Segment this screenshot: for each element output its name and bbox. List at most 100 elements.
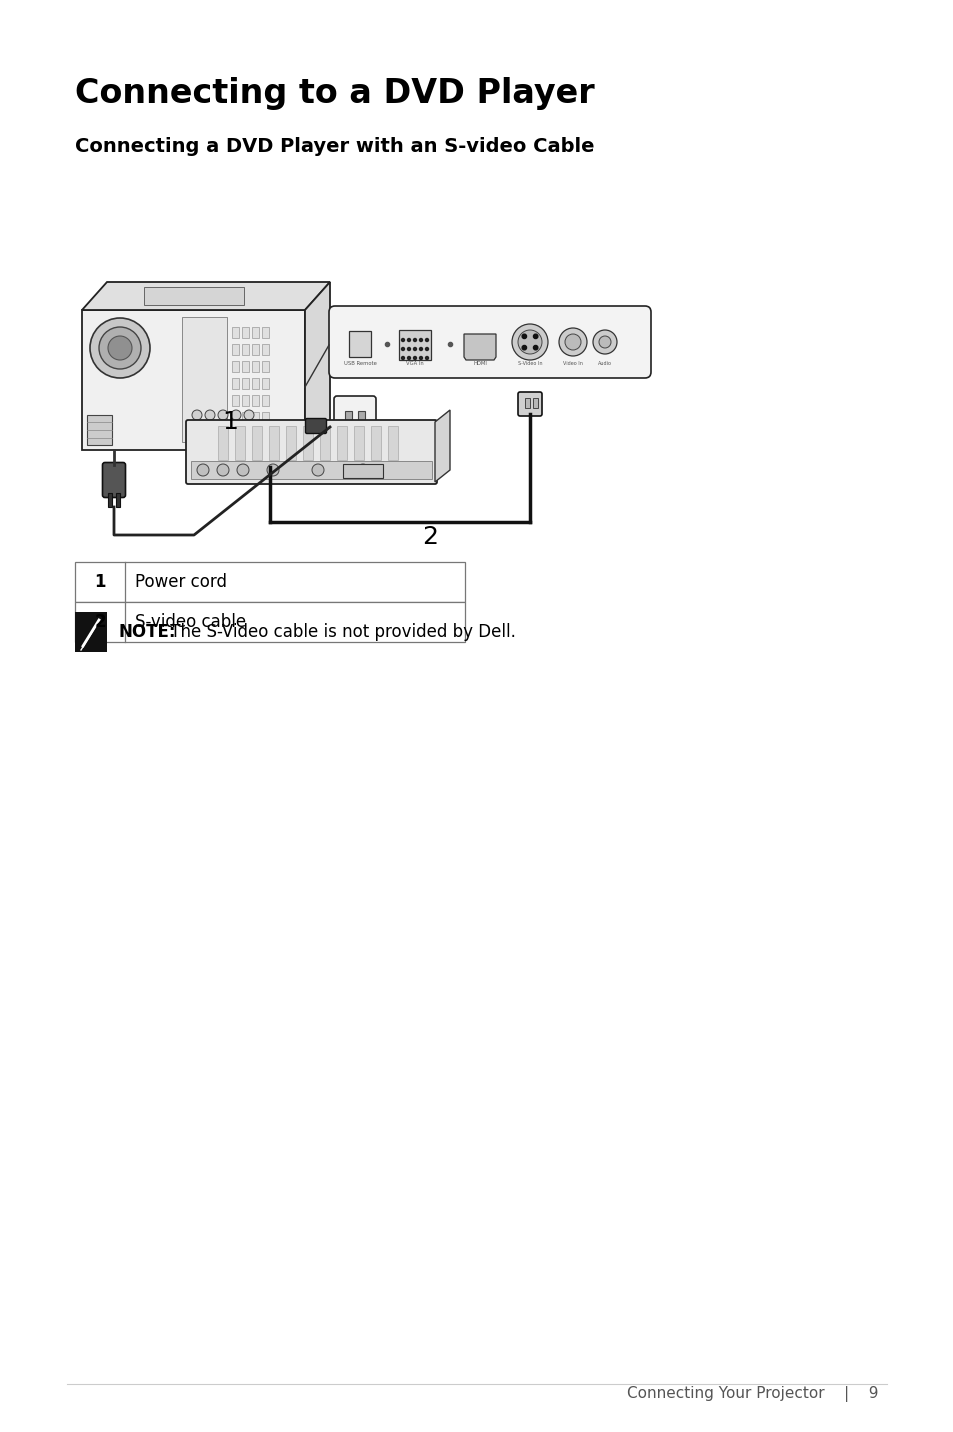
Bar [232,412,239,422]
Bar [262,326,269,338]
FancyBboxPatch shape [186,420,436,484]
Circle shape [593,329,617,354]
Bar [262,361,269,372]
Bar [398,329,431,359]
Bar [232,430,239,440]
Bar [108,493,112,507]
Circle shape [99,326,141,369]
Bar [303,425,313,460]
Bar [533,398,537,408]
Text: NOTE:: NOTE: [119,623,176,642]
Bar [82,309,305,450]
Circle shape [196,464,209,475]
Text: Video In: Video In [562,361,582,367]
Polygon shape [305,282,330,450]
Circle shape [401,338,404,341]
Bar [343,464,382,478]
Bar [262,378,269,390]
Bar [252,378,258,390]
Bar [388,425,397,460]
Bar [218,425,228,460]
Circle shape [419,338,422,341]
Bar [252,344,258,355]
Text: Connecting to a DVD Player: Connecting to a DVD Player [75,77,594,110]
Bar [252,395,258,407]
Circle shape [407,348,410,351]
Bar [349,331,371,357]
Bar [252,326,258,338]
Circle shape [517,329,541,354]
Bar [116,493,120,507]
Circle shape [419,348,422,351]
Bar [262,344,269,355]
Bar [75,601,464,642]
Bar [75,561,464,601]
Bar [262,412,269,422]
Circle shape [407,357,410,359]
Text: Power cord: Power cord [135,573,227,591]
Circle shape [205,410,214,420]
Bar [191,461,432,478]
Bar [371,425,380,460]
FancyBboxPatch shape [257,427,282,451]
FancyBboxPatch shape [305,418,326,434]
Circle shape [356,464,369,475]
Bar [273,434,277,444]
Bar [357,431,365,445]
Circle shape [413,348,416,351]
Circle shape [413,357,416,359]
Circle shape [216,464,229,475]
Circle shape [90,318,150,378]
Bar [345,431,352,445]
Text: S-video cable: S-video cable [135,613,246,632]
Bar [242,430,249,440]
Circle shape [401,357,404,359]
Circle shape [218,410,228,420]
Bar [252,430,258,440]
Circle shape [244,410,253,420]
Bar [354,425,364,460]
Bar [345,411,352,425]
Text: VGA In: VGA In [406,361,423,367]
Polygon shape [463,334,496,359]
Circle shape [598,337,610,348]
Circle shape [236,464,249,475]
Circle shape [425,357,428,359]
Bar [242,412,249,422]
Bar [242,344,249,355]
Text: The S-Video cable is not provided by Dell.: The S-Video cable is not provided by Del… [165,623,516,642]
Bar [357,411,365,425]
Circle shape [413,338,416,341]
Bar [232,395,239,407]
Circle shape [231,410,241,420]
Bar [242,326,249,338]
Text: 2: 2 [421,526,437,548]
Bar [232,361,239,372]
Bar [87,415,112,445]
Circle shape [312,464,324,475]
Polygon shape [435,410,450,483]
Circle shape [419,357,422,359]
Bar [524,398,530,408]
Circle shape [533,345,537,349]
Circle shape [533,334,537,338]
Circle shape [425,338,428,341]
Bar [144,286,244,305]
Circle shape [521,345,526,349]
Circle shape [401,348,404,351]
FancyBboxPatch shape [102,463,126,497]
Bar [319,425,330,460]
Bar [336,425,347,460]
Bar [242,378,249,390]
Text: 1: 1 [94,573,106,591]
Polygon shape [82,282,330,309]
Bar [252,361,258,372]
Circle shape [558,328,586,357]
Bar [262,430,269,440]
Bar [75,611,107,652]
Circle shape [407,338,410,341]
Bar [286,425,295,460]
Bar [269,425,278,460]
Circle shape [512,324,547,359]
FancyBboxPatch shape [334,397,375,458]
